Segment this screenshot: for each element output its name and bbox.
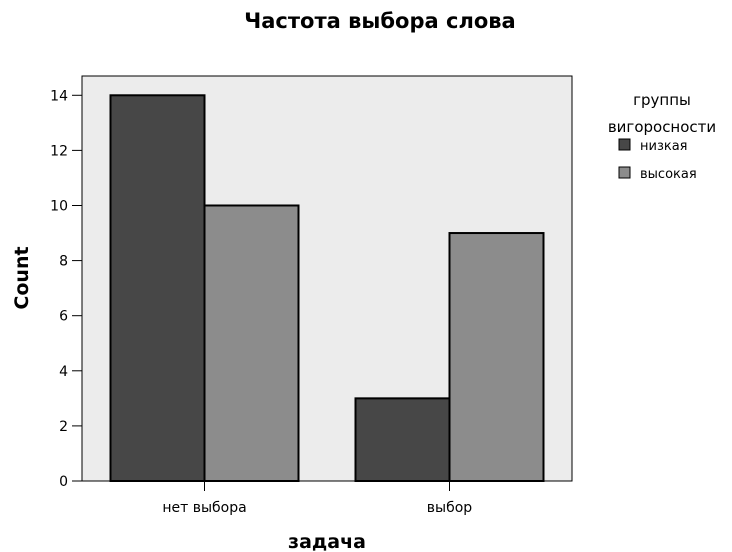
x-tick-label: нет выбора: [162, 500, 246, 516]
bars-group: [109, 94, 545, 483]
x-tick-label: выбор: [427, 500, 473, 516]
y-tick-label: 10: [50, 198, 68, 214]
bar-no-choice-high: [203, 204, 300, 482]
y-axis-title: Count: [11, 246, 33, 309]
y-tick-label: 8: [59, 254, 68, 270]
y-tick-label: 12: [50, 143, 68, 159]
legend-title-line-1: группы: [633, 91, 691, 109]
x-axis: нет выбора выбор: [162, 481, 472, 516]
legend-swatch-low: [618, 138, 631, 151]
x-axis-title: задача: [288, 531, 366, 552]
legend-title-line-2: вигоросности: [608, 118, 716, 136]
chart-title: Частота выбора слова: [244, 9, 515, 33]
bar-choice-low: [354, 397, 451, 482]
y-tick-label: 2: [59, 419, 68, 435]
y-tick-label: 0: [59, 474, 68, 490]
legend-label-low: низкая: [640, 139, 688, 154]
bar-choice-high: [448, 232, 545, 482]
legend-label-high: высокая: [640, 167, 697, 182]
legend: группы вигоросности низкая высокая: [608, 91, 716, 182]
bar-no-choice-low: [109, 94, 206, 483]
y-tick-label: 6: [59, 309, 68, 325]
legend-swatch-high: [618, 166, 631, 179]
y-tick-label: 14: [50, 88, 68, 104]
y-axis: 0 2 4 6 8 10 12 14: [50, 76, 83, 490]
y-tick-label: 4: [59, 364, 68, 380]
